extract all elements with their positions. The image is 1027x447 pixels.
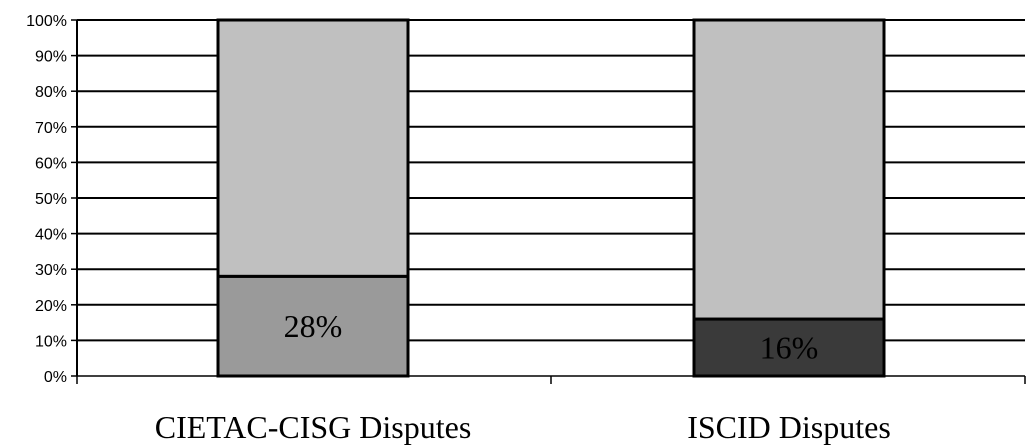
bar-segment [692,18,886,321]
category-label: CIETAC-CISG Disputes [155,409,472,445]
y-tick-label: 0% [44,369,67,386]
y-tick-labels: 0% 10% 20% 30% 40% 50% 60% 70% 80% 90% 100% [26,13,67,386]
bar-segment [216,18,410,278]
y-tick-label: 90% [35,49,67,66]
axes [71,19,1026,384]
data-label: 16% [760,330,819,366]
y-tick-label: 20% [35,298,67,315]
y-tick-label: 50% [35,191,67,208]
y-tick-label: 100% [26,13,67,30]
data-labels: 28% 16% [284,308,819,365]
category-label: ISCID Disputes [687,409,891,445]
y-tick-label: 40% [35,227,67,244]
y-tick-label: 70% [35,120,67,137]
category-labels: CIETAC-CISG Disputes ISCID Disputes [155,409,891,445]
y-tick-label: 30% [35,262,67,279]
y-tick-label: 60% [35,155,67,172]
y-tick-label: 10% [35,333,67,350]
y-tick-label: 80% [35,84,67,101]
data-label: 28% [284,308,343,344]
